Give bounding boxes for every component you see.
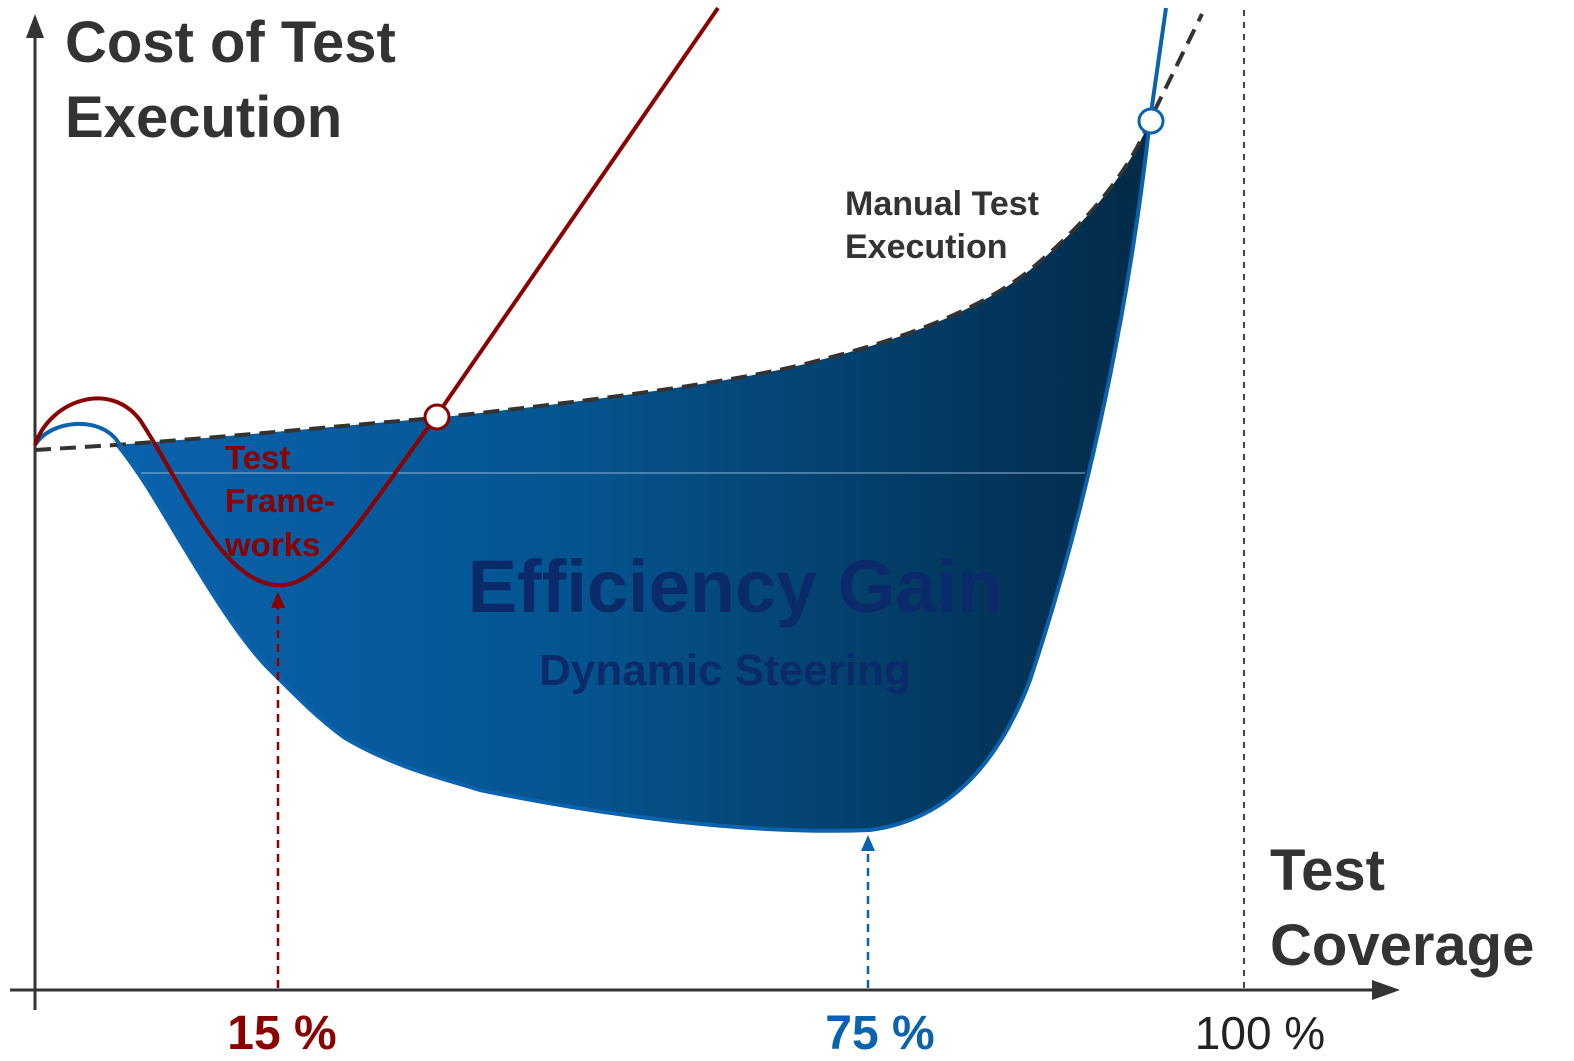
framework-intersection <box>423 403 451 431</box>
marker-label: 75 % <box>825 1007 934 1060</box>
marker-label: 100 % <box>1195 1007 1325 1059</box>
manual-label: Manual Test <box>845 185 1039 223</box>
efficiency-area <box>115 120 1150 831</box>
dynamic-curve <box>33 7 1168 833</box>
frameworks-label: Frame- <box>225 482 335 519</box>
x-axis-label: Test <box>1270 838 1385 903</box>
frameworks-label: Test <box>225 439 290 476</box>
x-axis-arrow <box>1372 980 1400 1000</box>
dynamic-intersection <box>1137 107 1165 135</box>
marker-label: 15 % <box>227 1007 336 1060</box>
manual-label: Execution <box>845 228 1007 266</box>
marker-arrow-75 <box>861 835 875 851</box>
y-axis-label: Cost of Test <box>65 10 396 75</box>
y-axis-arrow <box>26 14 44 38</box>
marker-arrow-15 <box>271 592 285 608</box>
area-title: Efficiency Gain <box>468 545 1003 628</box>
area-subtitle: Dynamic Steering <box>539 646 911 695</box>
framework-curve <box>33 6 720 588</box>
y-axis-label: Execution <box>65 85 342 150</box>
x-axis-label: Coverage <box>1270 913 1534 978</box>
frameworks-label: works <box>224 526 320 563</box>
manual-curve <box>34 13 1204 452</box>
